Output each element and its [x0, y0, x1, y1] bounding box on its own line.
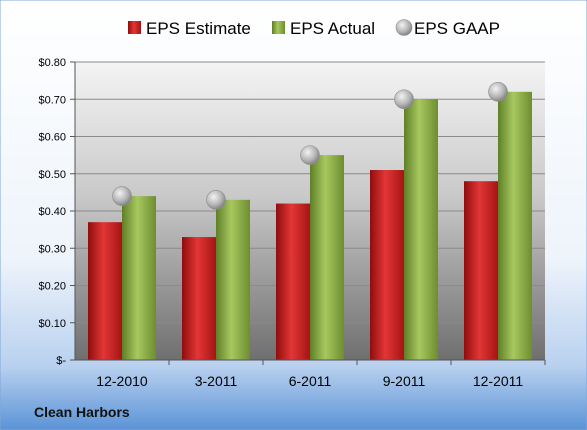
y-tick-label: $- — [56, 355, 66, 367]
bars-group — [88, 91, 532, 361]
legend-gaap-label: EPS GAAP — [414, 19, 500, 38]
y-tick-label: $0.60 — [38, 132, 66, 144]
legend-estimate-swatch — [128, 21, 141, 34]
y-tick-label: $0.50 — [38, 169, 66, 181]
x-tick-label: 6-2011 — [289, 373, 332, 389]
legend-gaap-swatch — [395, 19, 413, 36]
x-tick-label: 3-2011 — [195, 373, 238, 389]
x-tick-label: 9-2011 — [383, 373, 426, 389]
estimate-bar — [464, 181, 498, 360]
gaap-marker — [300, 145, 320, 165]
y-tick-label: $0.20 — [38, 281, 66, 293]
estimate-bar — [276, 203, 310, 360]
gaap-marker — [488, 82, 508, 102]
x-tick-label: 12-2010 — [96, 373, 148, 389]
actual-bar — [310, 155, 344, 360]
company-label: Clean Harbors — [34, 404, 130, 420]
actual-bar — [216, 199, 250, 360]
estimate-bar — [182, 237, 216, 360]
actual-bar — [122, 196, 156, 360]
x-tick-label: 12-2011 — [473, 373, 524, 389]
estimate-bar — [88, 222, 122, 360]
x-axis: 12-2010 3-2011 6-2011 9-2011 12-2011 — [75, 359, 546, 389]
gaap-marker — [206, 190, 226, 210]
actual-bar — [498, 91, 532, 361]
gaap-markers-group — [112, 82, 508, 210]
legend-estimate-label: EPS Estimate — [146, 19, 251, 38]
gaap-marker — [112, 186, 132, 206]
y-axis: $- $0.10 $0.20 $0.30 $0.40 $0.50 $0.60 $0.70 $0.… — [38, 57, 76, 367]
y-tick-label: $0.40 — [38, 206, 66, 218]
legend-actual-label: EPS Actual — [290, 19, 375, 38]
y-tick-label: $0.30 — [38, 243, 66, 255]
actual-bar — [404, 99, 438, 360]
legend: EPS Estimate EPS Actual EPS GAAP — [128, 19, 500, 38]
y-tick-label: $0.70 — [38, 94, 66, 106]
y-tick-label: $0.80 — [38, 57, 66, 69]
legend-actual-swatch — [272, 21, 285, 34]
gaap-marker — [394, 89, 414, 110]
estimate-bar — [370, 170, 404, 360]
y-tick-label: $0.10 — [38, 318, 66, 330]
